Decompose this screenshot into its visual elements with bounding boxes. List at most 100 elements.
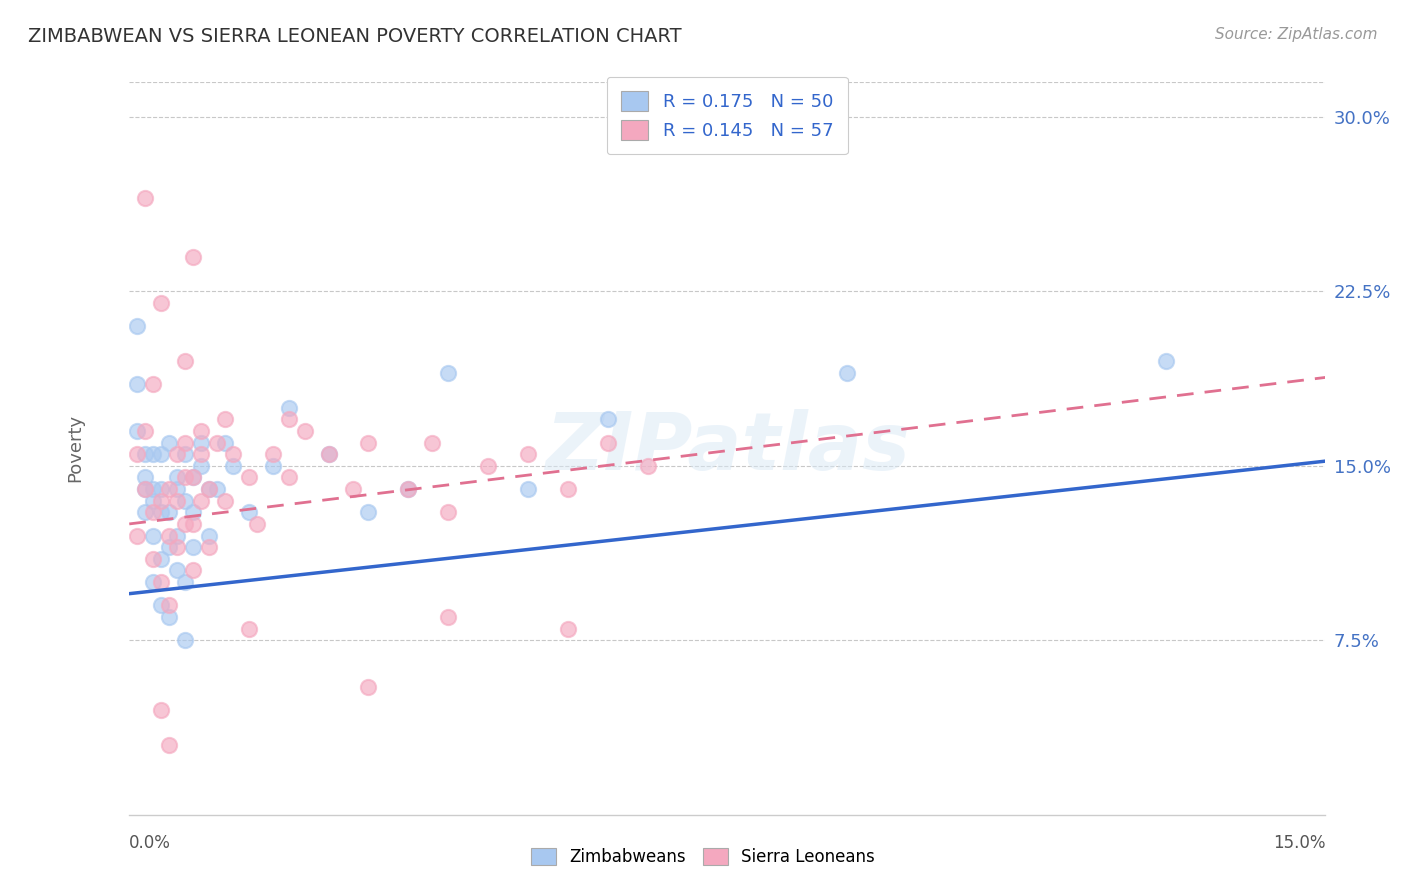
Point <box>142 377 165 392</box>
Point <box>181 470 204 484</box>
Point <box>134 505 156 519</box>
Point <box>246 516 269 531</box>
Point <box>181 516 204 531</box>
Point <box>477 458 499 473</box>
Point <box>596 435 619 450</box>
Point <box>214 412 236 426</box>
Point <box>166 482 188 496</box>
Point <box>637 458 659 473</box>
Point <box>166 493 188 508</box>
Text: ZIPatlas: ZIPatlas <box>544 409 910 487</box>
Point <box>238 470 260 484</box>
Point <box>437 505 460 519</box>
Point <box>157 540 180 554</box>
Point <box>150 505 173 519</box>
Point <box>127 319 149 334</box>
Point <box>142 575 165 590</box>
Point <box>150 703 173 717</box>
Point <box>127 424 149 438</box>
Point <box>357 680 380 694</box>
Point <box>142 482 165 496</box>
Point <box>157 738 180 752</box>
Point <box>396 482 419 496</box>
Point <box>396 482 419 496</box>
Point <box>142 447 165 461</box>
Point <box>342 482 364 496</box>
Text: Source: ZipAtlas.com: Source: ZipAtlas.com <box>1215 27 1378 42</box>
Point <box>142 505 165 519</box>
Point <box>294 424 316 438</box>
Point <box>127 528 149 542</box>
Point <box>420 435 443 450</box>
Point <box>437 366 460 380</box>
Point <box>198 528 221 542</box>
Point <box>516 482 538 496</box>
Point <box>134 482 156 496</box>
Point <box>222 447 245 461</box>
Point <box>166 540 188 554</box>
Point <box>262 458 284 473</box>
Point <box>557 482 579 496</box>
Text: 15.0%: 15.0% <box>1272 834 1326 852</box>
Point <box>181 470 204 484</box>
Point <box>214 493 236 508</box>
Point <box>222 458 245 473</box>
Point <box>150 447 173 461</box>
Point <box>318 447 340 461</box>
Point <box>190 424 212 438</box>
Point <box>157 435 180 450</box>
Text: ZIMBABWEAN VS SIERRA LEONEAN POVERTY CORRELATION CHART: ZIMBABWEAN VS SIERRA LEONEAN POVERTY COR… <box>28 27 682 45</box>
Point <box>174 575 197 590</box>
Point <box>134 424 156 438</box>
Point <box>190 447 212 461</box>
Point <box>150 551 173 566</box>
Point <box>150 493 173 508</box>
Point <box>134 482 156 496</box>
Point <box>166 563 188 577</box>
Point <box>318 447 340 461</box>
Point <box>157 599 180 613</box>
Point <box>198 482 221 496</box>
Point <box>277 470 299 484</box>
Point <box>181 250 204 264</box>
Point <box>205 482 228 496</box>
Point <box>357 435 380 450</box>
Point <box>190 435 212 450</box>
Point <box>262 447 284 461</box>
Point <box>557 622 579 636</box>
Point <box>174 633 197 648</box>
Point <box>142 551 165 566</box>
Point <box>357 505 380 519</box>
Point <box>150 296 173 310</box>
Point <box>134 191 156 205</box>
Point <box>157 528 180 542</box>
Point <box>157 505 180 519</box>
Legend: Zimbabweans, Sierra Leoneans: Zimbabweans, Sierra Leoneans <box>523 840 883 875</box>
Point <box>142 528 165 542</box>
Point <box>181 540 204 554</box>
Point <box>596 412 619 426</box>
Point <box>277 412 299 426</box>
Point <box>150 482 173 496</box>
Point <box>190 493 212 508</box>
Point <box>181 505 204 519</box>
Point <box>174 447 197 461</box>
Point <box>205 435 228 450</box>
Legend: R = 0.175   N = 50, R = 0.145   N = 57: R = 0.175 N = 50, R = 0.145 N = 57 <box>607 77 848 154</box>
Point <box>166 528 188 542</box>
Point <box>174 354 197 368</box>
Point <box>198 540 221 554</box>
Point <box>238 622 260 636</box>
Point <box>166 447 188 461</box>
Point <box>1154 354 1177 368</box>
Point <box>437 610 460 624</box>
Text: 0.0%: 0.0% <box>129 834 172 852</box>
Point <box>214 435 236 450</box>
Point <box>174 516 197 531</box>
Text: Poverty: Poverty <box>66 414 84 483</box>
Point <box>127 447 149 461</box>
Point <box>142 493 165 508</box>
Point <box>174 435 197 450</box>
Point <box>127 377 149 392</box>
Point <box>516 447 538 461</box>
